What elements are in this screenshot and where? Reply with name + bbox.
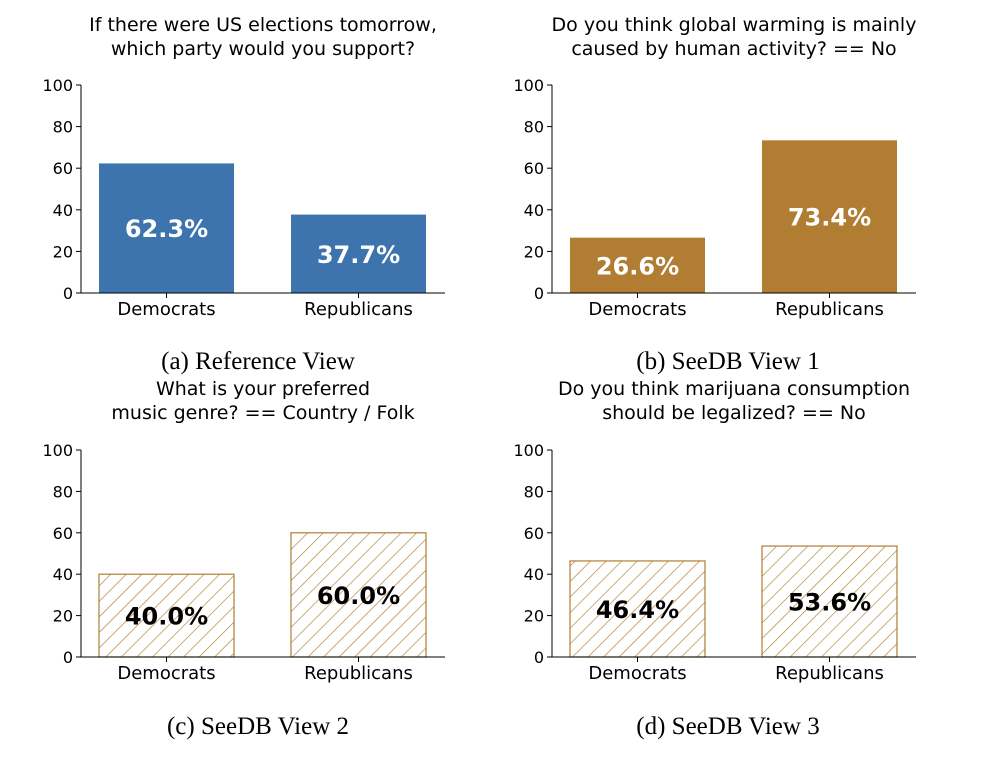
- y-tick-label-d-0: 0: [534, 648, 544, 667]
- x-tick-label-c-republicans: Republicans: [304, 663, 413, 684]
- chart-title-d-line-1: Do you think marijuana consumption: [558, 378, 910, 400]
- caption-c: (c) SeeDB View 2: [166, 713, 350, 740]
- y-tick-label-b-0: 0: [534, 284, 544, 303]
- data-label-d-democrats: 46.4%: [596, 596, 679, 624]
- y-tick-label-b-80: 80: [524, 118, 544, 137]
- data-label-a-democrats: 62.3%: [125, 215, 208, 243]
- x-tick-label-d-democrats: Democrats: [588, 663, 686, 684]
- y-tick-label-a-0: 0: [63, 284, 73, 303]
- y-tick-label-c-20: 20: [53, 607, 73, 626]
- chart-title-a-line-2: which party would you support?: [111, 38, 415, 60]
- bar-c-democrats: [98, 573, 235, 658]
- caption-d: (d) SeeDB View 3: [636, 713, 820, 740]
- bar-a-republicans: [291, 214, 426, 293]
- y-tick-label-b-100: 100: [513, 76, 544, 95]
- y-tick-label-d-20: 20: [524, 607, 544, 626]
- y-tick-label-a-80: 80: [53, 118, 73, 137]
- y-tick-label-b-20: 20: [524, 242, 544, 261]
- data-label-c-republicans: 60.0%: [317, 582, 400, 610]
- y-tick-label-a-40: 40: [53, 201, 73, 220]
- y-tick-label-d-40: 40: [524, 565, 544, 584]
- bar-b-democrats: [570, 237, 705, 293]
- data-label-a-republicans: 37.7%: [317, 241, 400, 269]
- bar-c-republicans: [290, 532, 427, 658]
- caption-b: (b) SeeDB View 1: [636, 348, 820, 375]
- chart-title-a-line-1: If there were US elections tomorrow,: [89, 14, 437, 36]
- y-tick-label-a-20: 20: [53, 242, 73, 261]
- chart-title-b-line-1: Do you think global warming is mainly: [552, 14, 917, 36]
- y-tick-label-c-60: 60: [53, 524, 73, 543]
- y-tick-label-a-60: 60: [53, 159, 73, 178]
- x-tick-label-a-republicans: Republicans: [304, 299, 413, 320]
- y-tick-label-a-100: 100: [42, 76, 73, 95]
- data-label-b-republicans: 73.4%: [788, 204, 871, 232]
- chart-title-c-line-2: music genre? == Country / Folk: [111, 402, 414, 424]
- bar-a-democrats: [99, 163, 234, 293]
- y-tick-label-c-100: 100: [42, 441, 73, 460]
- y-tick-label-c-0: 0: [63, 648, 73, 667]
- y-tick-label-c-80: 80: [53, 482, 73, 501]
- x-tick-label-d-republicans: Republicans: [775, 663, 884, 684]
- x-tick-label-b-democrats: Democrats: [588, 299, 686, 320]
- chart-title-b-line-2: caused by human activity? == No: [571, 38, 896, 60]
- chart-title-d-line-2: should be legalized? == No: [602, 402, 866, 424]
- x-tick-label-a-democrats: Democrats: [117, 299, 215, 320]
- data-label-c-democrats: 40.0%: [125, 603, 208, 631]
- data-label-d-republicans: 53.6%: [788, 589, 871, 617]
- y-tick-label-c-40: 40: [53, 565, 73, 584]
- caption-a: (a) Reference View: [161, 348, 355, 375]
- y-tick-label-b-60: 60: [524, 159, 544, 178]
- y-tick-label-d-60: 60: [524, 524, 544, 543]
- y-tick-label-b-40: 40: [524, 201, 544, 220]
- chart-title-c-line-1: What is your preferred: [156, 378, 370, 400]
- bar-b-republicans: [762, 140, 897, 293]
- y-tick-label-d-80: 80: [524, 482, 544, 501]
- bar-d-democrats: [569, 560, 706, 658]
- x-tick-label-c-democrats: Democrats: [117, 663, 215, 684]
- y-tick-label-d-100: 100: [513, 441, 544, 460]
- x-tick-label-b-republicans: Republicans: [775, 299, 884, 320]
- data-label-b-democrats: 26.6%: [596, 252, 679, 280]
